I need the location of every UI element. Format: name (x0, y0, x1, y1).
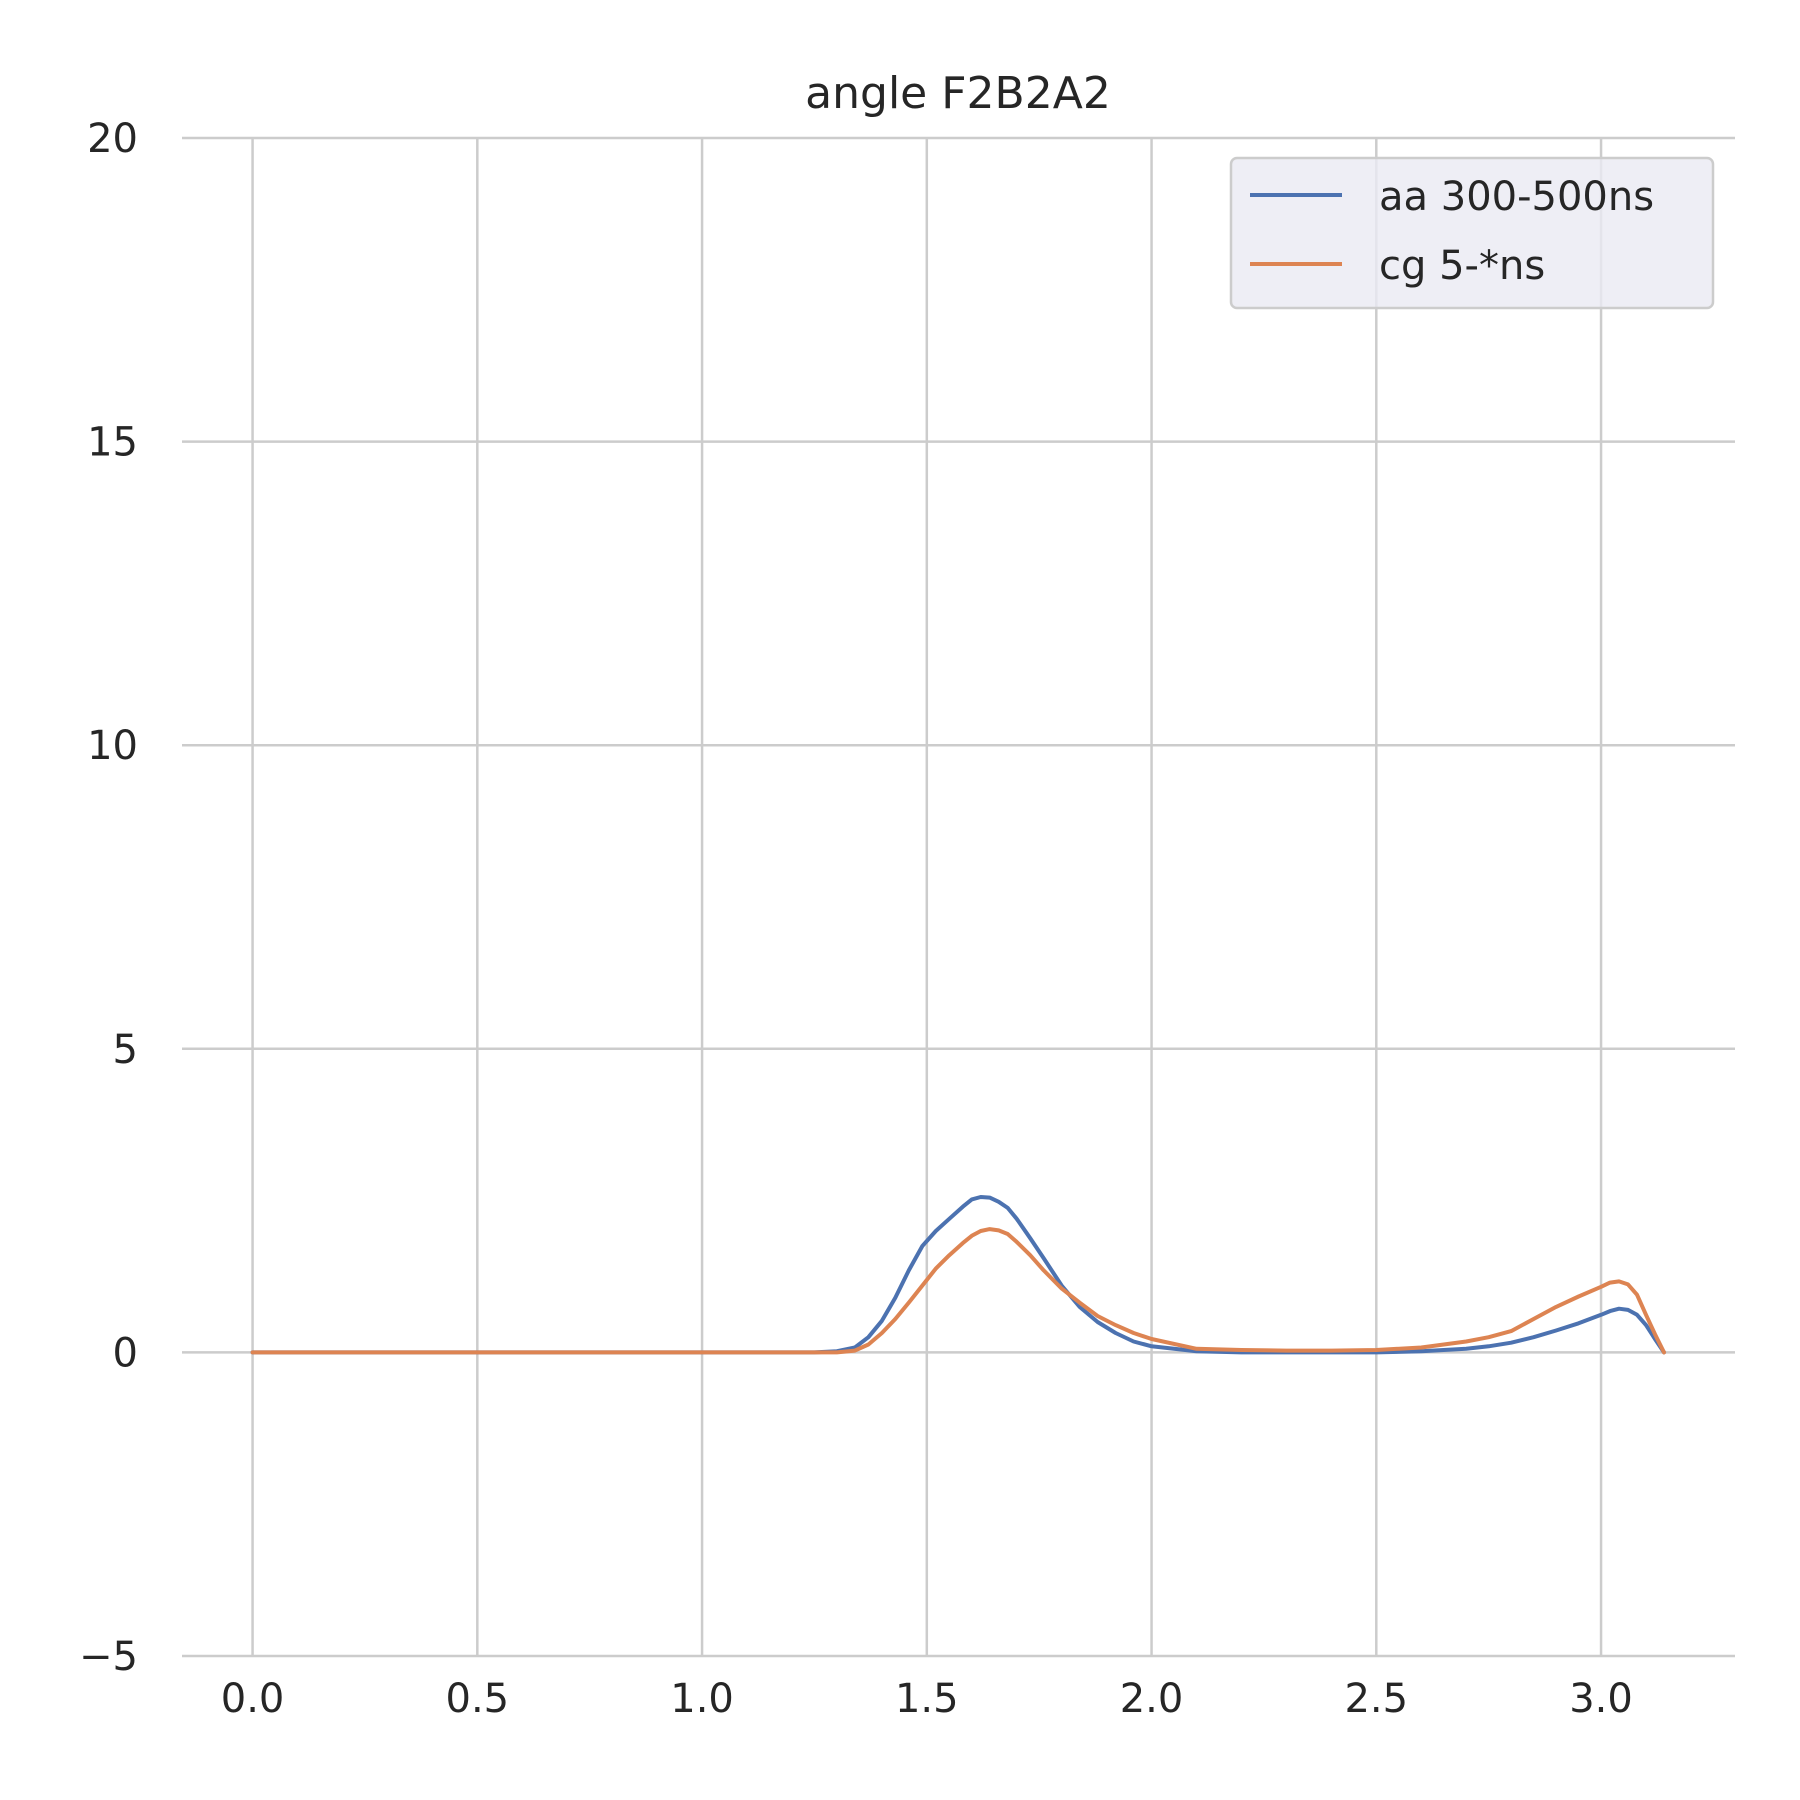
x-tick-label: 2.0 (1120, 1676, 1184, 1722)
series-layer (250, 1195, 1666, 1355)
x-tick-label: 1.5 (895, 1676, 959, 1722)
chart-title: angle F2B2A2 (805, 68, 1111, 119)
x-tick-labels: 0.0 0.5 1.0 1.5 2.0 2.5 3.0 (221, 1676, 1633, 1722)
y-tick-label: 15 (87, 420, 138, 466)
x-gridlines (251, 138, 1603, 1656)
x-tick-label: 0.0 (221, 1676, 285, 1722)
y-tick-label: 0 (113, 1330, 138, 1376)
y-tick-label: 20 (87, 116, 138, 162)
x-tick-label: 1.0 (670, 1676, 734, 1722)
series-line-1 (250, 1227, 1666, 1355)
y-tick-label: 5 (113, 1027, 138, 1073)
legend-box (1229, 156, 1715, 310)
y-gridlines (182, 136, 1735, 1658)
y-tick-label: 10 (87, 723, 138, 769)
legend-label-aa: aa 300-500ns (1379, 174, 1654, 220)
legend: aa 300-500ns cg 5-*ns (1229, 156, 1715, 310)
y-tick-label: −5 (79, 1634, 138, 1680)
x-tick-label: 3.0 (1569, 1676, 1633, 1722)
x-tick-label: 2.5 (1344, 1676, 1408, 1722)
x-tick-label: 0.5 (446, 1676, 510, 1722)
legend-label-cg: cg 5-*ns (1379, 243, 1545, 289)
y-tick-labels: −5 0 5 10 15 20 (79, 116, 138, 1680)
series-line-0 (250, 1195, 1666, 1355)
